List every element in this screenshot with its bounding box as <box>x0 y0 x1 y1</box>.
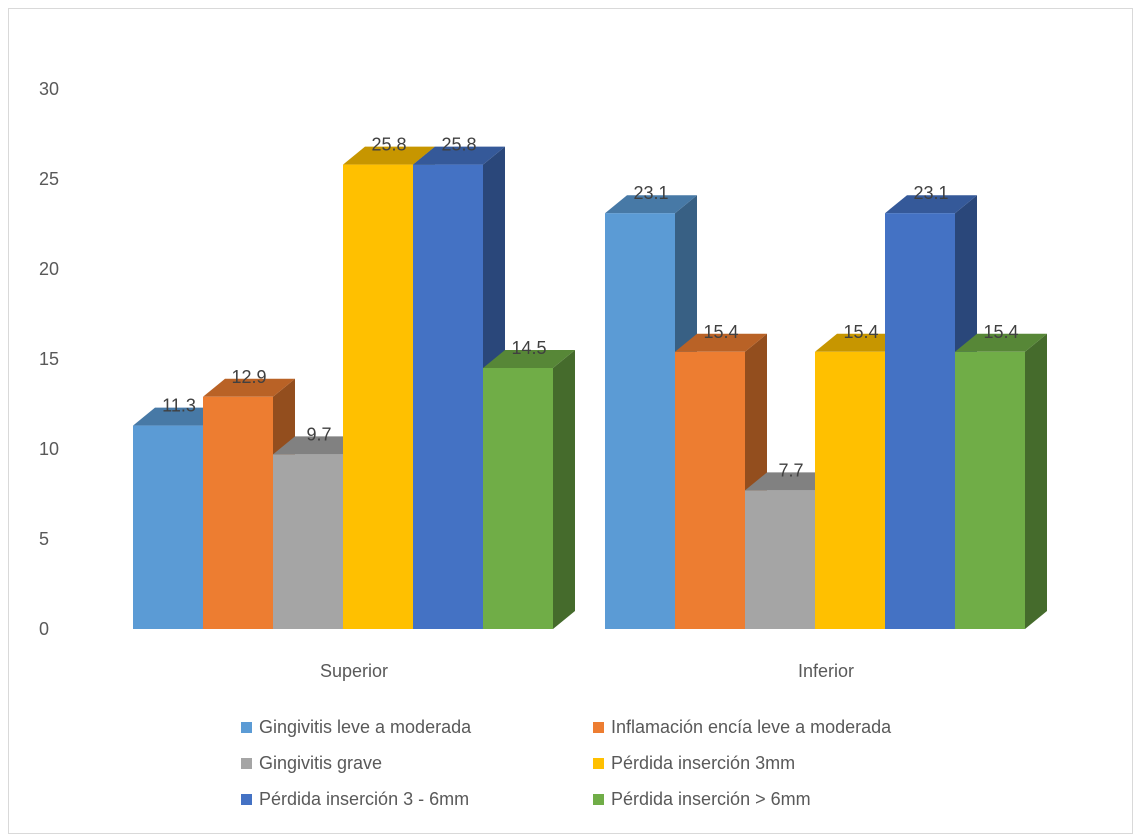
bar-front <box>203 396 273 629</box>
legend-label: Pérdida inserción 3mm <box>611 752 796 773</box>
data-label: 15.4 <box>983 322 1018 342</box>
legend-swatch <box>241 757 252 769</box>
bar <box>955 333 1047 629</box>
bar-front <box>955 351 1025 629</box>
legend-swatch <box>593 757 604 769</box>
data-label: 12.9 <box>231 367 266 387</box>
y-tick-label: 20 <box>39 259 59 279</box>
data-label: 9.7 <box>306 424 331 444</box>
bar-front <box>343 164 413 629</box>
bar-front <box>745 490 815 629</box>
bar-top <box>413 146 505 165</box>
bar-side <box>553 350 575 629</box>
x-category-label: Superior <box>320 661 388 681</box>
bar-top <box>203 378 295 397</box>
legend-label: Gingivitis leve a moderada <box>259 716 472 737</box>
y-tick-label: 30 <box>39 79 59 99</box>
bar-front <box>885 213 955 629</box>
data-label: 15.4 <box>843 322 878 342</box>
legend-item: Pérdida inserción > 6mm <box>593 787 973 811</box>
legend-label: Inflamación encía leve a moderada <box>611 716 892 737</box>
legend-swatch <box>593 721 604 733</box>
bar-top <box>273 436 365 455</box>
chart-frame: 0 5 10 15 20 25 30 11.3 12.9 9.7 25.8 25.8 14.5 Super… <box>8 8 1133 834</box>
bar-top <box>745 472 837 491</box>
data-label: 11.3 <box>162 396 196 416</box>
bar-front <box>133 425 203 629</box>
legend-item: Inflamación encía leve a moderada <box>593 715 973 739</box>
bar-front <box>413 164 483 629</box>
legend-label: Pérdida inserción 3 - 6mm <box>259 788 470 809</box>
legend-swatch <box>241 721 252 733</box>
legend-swatch <box>593 793 604 805</box>
y-tick-label: 5 <box>39 529 49 549</box>
data-label: 15.4 <box>703 322 738 342</box>
bar-chart: 0 5 10 15 20 25 30 11.3 12.9 9.7 25.8 25.8 14.5 Super… <box>39 79 1047 681</box>
y-tick-label: 15 <box>39 349 59 369</box>
data-label: 14.5 <box>511 338 546 358</box>
bar-top <box>885 195 977 214</box>
legend-label: Pérdida inserción > 6mm <box>611 788 811 809</box>
bar-front <box>815 351 885 629</box>
legend-item: Gingivitis grave <box>241 751 593 775</box>
legend-item: Gingivitis leve a moderada <box>241 715 593 739</box>
data-label: 23.1 <box>633 183 668 203</box>
legend-label: Gingivitis grave <box>259 752 383 773</box>
data-label: 7.7 <box>778 460 803 480</box>
x-category-label: Inferior <box>798 661 854 681</box>
y-tick-label: 0 <box>39 619 49 639</box>
y-tick-label: 10 <box>39 439 59 459</box>
legend-swatch <box>241 793 252 805</box>
bar-front <box>605 213 675 629</box>
data-label: 25.8 <box>371 135 406 155</box>
legend-item: Pérdida inserción 3 - 6mm <box>241 787 593 811</box>
bar-top <box>483 350 575 368</box>
bar-top <box>675 333 767 352</box>
chart-legend: Gingivitis leve a moderada Inflamación en… <box>241 715 1001 811</box>
bar-front <box>675 351 745 629</box>
data-label: 25.8 <box>441 135 476 155</box>
bar-front <box>273 454 343 629</box>
bar-side <box>1025 333 1047 629</box>
bar <box>483 350 575 629</box>
bar-front <box>483 368 553 629</box>
bar-top <box>955 333 1047 352</box>
legend-item: Pérdida inserción 3mm <box>593 751 973 775</box>
bar-top <box>815 333 907 352</box>
bar-top <box>133 407 225 426</box>
y-tick-label: 25 <box>39 169 59 189</box>
bar-top <box>605 195 697 214</box>
bar-top <box>343 146 435 165</box>
data-label: 23.1 <box>913 183 948 203</box>
